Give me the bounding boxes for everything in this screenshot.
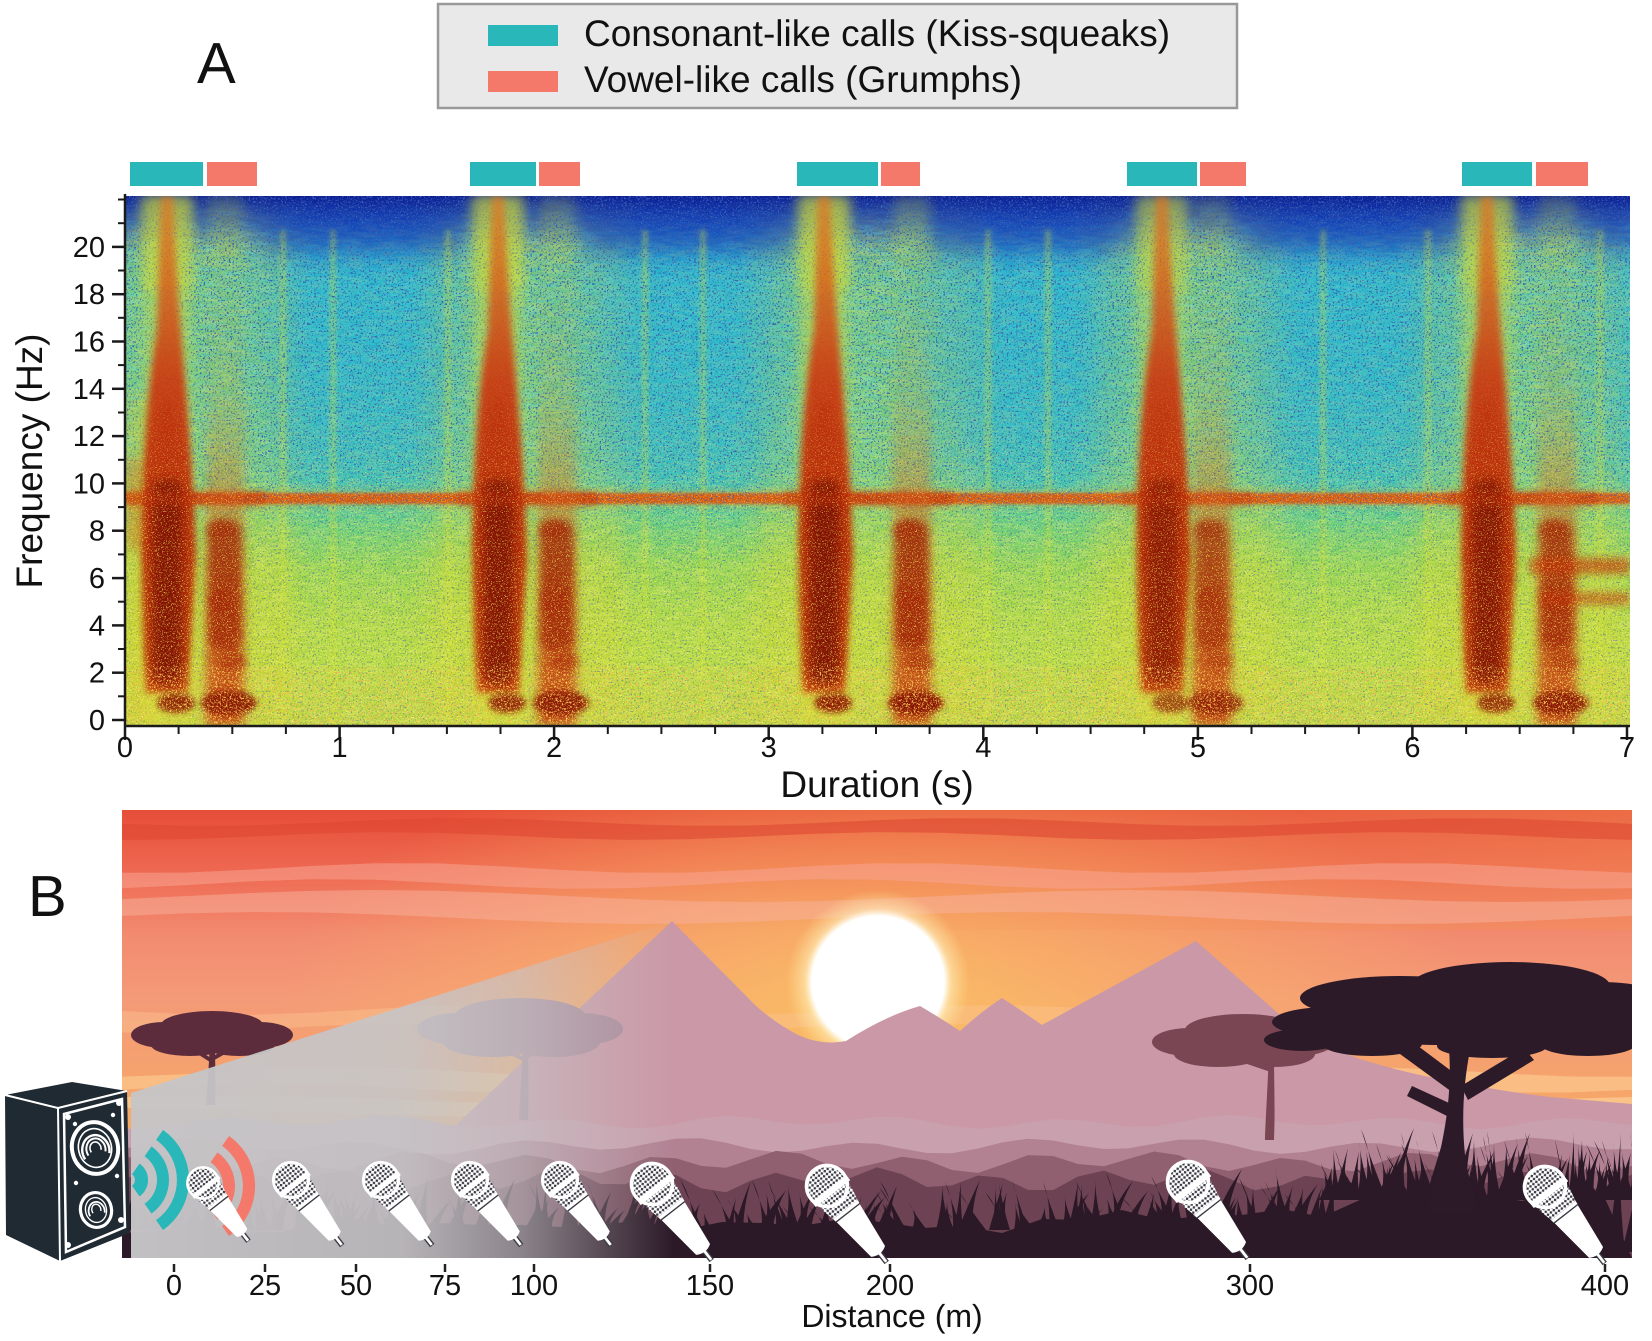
svg-text:25: 25 — [249, 1270, 281, 1302]
svg-text:3: 3 — [761, 732, 777, 764]
svg-text:4: 4 — [975, 732, 991, 764]
svg-text:20: 20 — [73, 232, 105, 264]
svg-text:300: 300 — [1226, 1270, 1274, 1302]
svg-text:18: 18 — [73, 279, 105, 311]
svg-text:2: 2 — [546, 732, 562, 764]
svg-text:75: 75 — [429, 1270, 461, 1302]
svg-text:7: 7 — [1619, 732, 1635, 764]
svg-text:12: 12 — [73, 421, 105, 453]
svg-text:6: 6 — [1404, 732, 1420, 764]
svg-text:Consonant-like calls (Kiss-squ: Consonant-like calls (Kiss-squeaks) — [584, 13, 1170, 54]
svg-text:Frequency (Hz): Frequency (Hz) — [9, 334, 50, 589]
svg-text:8: 8 — [89, 516, 105, 548]
svg-text:10: 10 — [73, 468, 105, 500]
svg-text:4: 4 — [89, 610, 105, 642]
svg-text:0: 0 — [117, 732, 133, 764]
svg-text:5: 5 — [1190, 732, 1206, 764]
svg-text:200: 200 — [866, 1270, 914, 1302]
svg-text:6: 6 — [89, 563, 105, 595]
svg-text:400: 400 — [1581, 1270, 1629, 1302]
svg-text:Vowel-like calls (Grumphs): Vowel-like calls (Grumphs) — [584, 59, 1022, 100]
svg-text:50: 50 — [340, 1270, 372, 1302]
svg-text:B: B — [28, 864, 67, 929]
svg-text:Duration (s): Duration (s) — [780, 764, 973, 805]
svg-text:2: 2 — [89, 658, 105, 690]
svg-text:0: 0 — [89, 705, 105, 737]
svg-text:14: 14 — [73, 374, 105, 406]
svg-text:100: 100 — [510, 1270, 558, 1302]
svg-text:150: 150 — [686, 1270, 734, 1302]
svg-text:A: A — [197, 31, 236, 96]
svg-text:Distance (m): Distance (m) — [801, 1298, 982, 1334]
svg-text:0: 0 — [166, 1270, 182, 1302]
svg-text:16: 16 — [73, 327, 105, 359]
svg-text:1: 1 — [332, 732, 348, 764]
